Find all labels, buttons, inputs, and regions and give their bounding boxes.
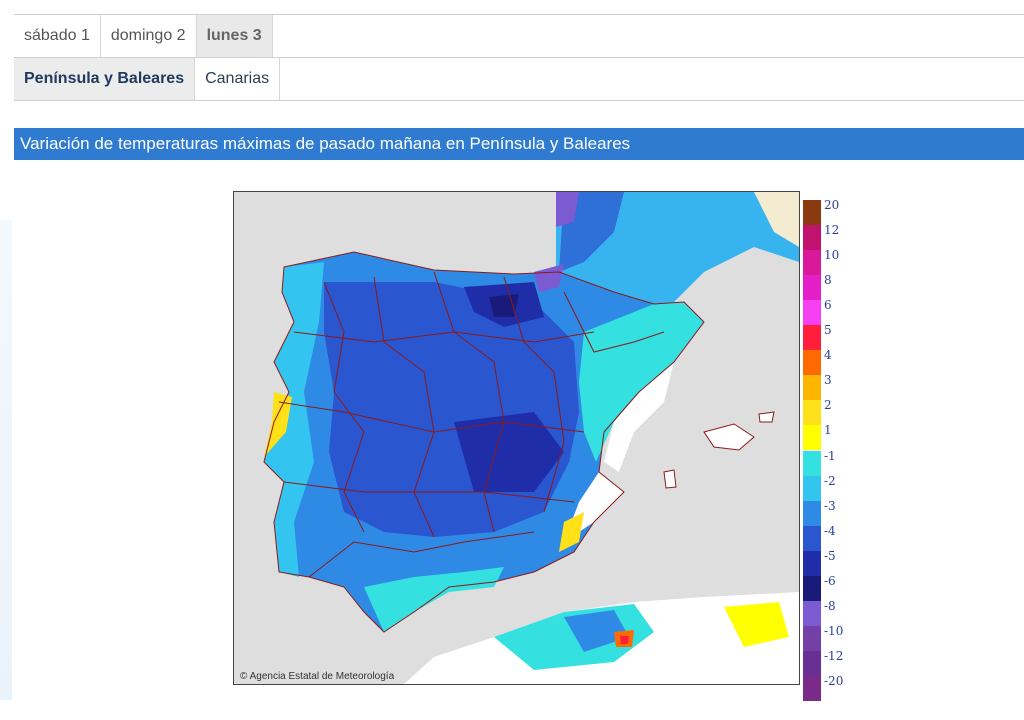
legend-swatch	[803, 325, 821, 350]
legend-label: 6	[824, 298, 832, 312]
legend-swatch	[803, 400, 821, 425]
legend-swatch	[803, 350, 821, 375]
legend-swatch	[803, 551, 821, 576]
legend-label: 5	[824, 323, 832, 337]
tab-sabado[interactable]: sábado 1	[14, 15, 101, 57]
legend-label: 12	[824, 223, 839, 237]
tab-lunes[interactable]: lunes 3	[197, 15, 273, 57]
legend-label: -12	[824, 649, 843, 663]
legend-swatch	[803, 526, 821, 551]
legend-label: 8	[824, 273, 832, 287]
region-tabs: Península y Baleares Canarias	[14, 58, 1024, 101]
tab-peninsula-baleares[interactable]: Península y Baleares	[14, 58, 195, 100]
legend-swatch	[803, 501, 821, 526]
section-title-banner: Variación de temperaturas máximas de pas…	[14, 128, 1024, 160]
legend-label: -2	[824, 474, 836, 488]
legend-label: 2	[824, 398, 832, 412]
legend-swatch	[803, 626, 821, 651]
legend-swatch	[803, 451, 821, 476]
legend-label: -6	[824, 574, 836, 588]
legend-label: 3	[824, 373, 832, 387]
legend-label: -8	[824, 599, 836, 613]
legend-label: 20	[824, 198, 839, 212]
legend-label: -20	[824, 674, 843, 688]
legend-label: -1	[824, 449, 836, 463]
legend-swatch	[803, 275, 821, 300]
legend-swatch	[803, 250, 821, 275]
legend-swatch	[803, 200, 821, 225]
tab-canarias[interactable]: Canarias	[195, 58, 280, 100]
legend-label: -4	[824, 524, 836, 538]
legend-label: 4	[824, 348, 832, 362]
legend-swatch	[803, 375, 821, 400]
legend-label: 1	[824, 423, 832, 437]
color-legend: 20 12 10 8 6 5 4 3 2 1 -1 -2 -3 -4 -5 -6 -8 -10 -12 -20	[803, 198, 843, 688]
legend-swatch	[803, 651, 821, 676]
legend-label: 10	[824, 248, 839, 262]
legend-swatch	[803, 476, 821, 501]
page-edge-decoration	[0, 220, 12, 700]
legend-label: -3	[824, 499, 836, 513]
legend-swatch	[803, 576, 821, 601]
tab-domingo[interactable]: domingo 2	[101, 15, 197, 57]
day-tabs: sábado 1 domingo 2 lunes 3	[14, 14, 1024, 58]
legend-swatch	[803, 676, 821, 701]
legend-swatch	[803, 300, 821, 325]
legend-swatch	[803, 425, 821, 450]
temperature-variation-map: © Agencia Estatal de Meteorología	[233, 191, 800, 685]
svg-text:© Agencia Estatal de Meteorolo: © Agencia Estatal de Meteorología	[240, 671, 395, 682]
legend-label: -5	[824, 549, 836, 563]
map-image: © Agencia Estatal de Meteorología	[234, 192, 799, 684]
legend-swatch	[803, 225, 821, 250]
legend-label: -10	[824, 624, 843, 638]
aemet-credit: © Agencia Estatal de Meteorología	[240, 671, 395, 682]
legend-swatch	[803, 601, 821, 626]
